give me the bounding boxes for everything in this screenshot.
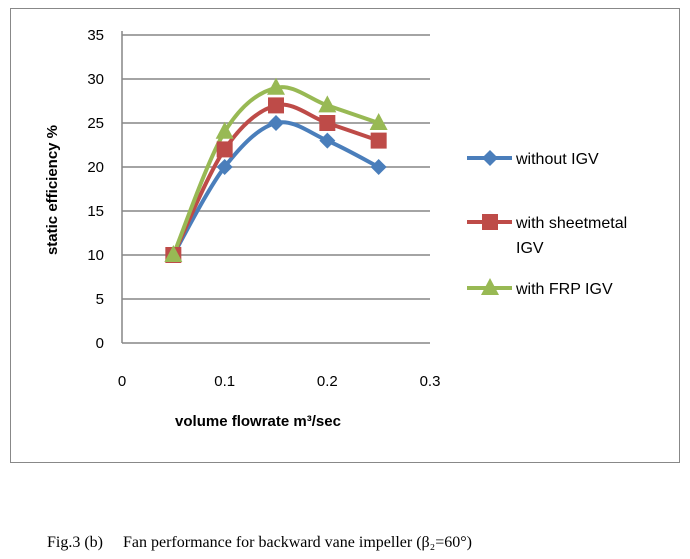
series-line-with-frp-igv [171, 85, 380, 256]
data-point-with-sheetmetal-igv [216, 141, 233, 158]
data-point-with-frp-igv [164, 245, 183, 262]
y-tick-label: 30 [87, 71, 104, 88]
y-tick-label: 25 [87, 115, 104, 132]
legend-marker-with-sheetmetal-igv [482, 214, 498, 230]
data-point-without-igv [370, 159, 387, 175]
legend-marker-without-igv [482, 150, 498, 166]
data-point-with-frp-igv [369, 113, 388, 130]
legend-label: IGV [516, 240, 544, 257]
y-tick-label: 5 [96, 291, 104, 308]
data-point-without-igv [319, 132, 336, 149]
data-point-with-sheetmetal-igv [319, 115, 336, 131]
data-point-without-igv [216, 159, 233, 175]
legend-marker-with-frp-igv [481, 278, 499, 295]
legend-label: with sheetmetal [515, 215, 627, 232]
y-tick-label: 20 [87, 159, 104, 176]
x-tick-label: 0 [118, 373, 126, 390]
line-chart: 0 5 10 15 20 25 30 35 0 0.1 0.2 0.3 volume flowrate … [44, 27, 627, 430]
data-point-with-frp-igv [267, 77, 285, 95]
x-axis-label: volume flowrate m³/sec [175, 413, 341, 430]
x-tick-label: 0.1 [214, 373, 235, 390]
data-point-with-sheetmetal-igv [268, 97, 284, 114]
x-tick-label: 0.2 [317, 373, 338, 390]
y-axis-label: static efficiency % [44, 125, 61, 255]
data-point-with-frp-igv [318, 95, 337, 113]
y-tick-label: 15 [87, 203, 104, 220]
figure-caption: Fig.3 (b) Fan performance for backward v… [47, 534, 472, 551]
legend-label: with FRP IGV [515, 281, 613, 298]
data-point-with-sheetmetal-igv [370, 132, 387, 149]
y-tick-label: 10 [87, 247, 104, 264]
data-point-with-frp-igv [215, 121, 234, 139]
y-tick-label: 35 [87, 27, 104, 44]
data-point-without-igv [268, 115, 284, 131]
legend-label: without IGV [515, 151, 599, 168]
chart-frame [10, 8, 680, 463]
x-tick-label: 0.3 [420, 373, 441, 390]
y-tick-label: 0 [96, 335, 104, 352]
